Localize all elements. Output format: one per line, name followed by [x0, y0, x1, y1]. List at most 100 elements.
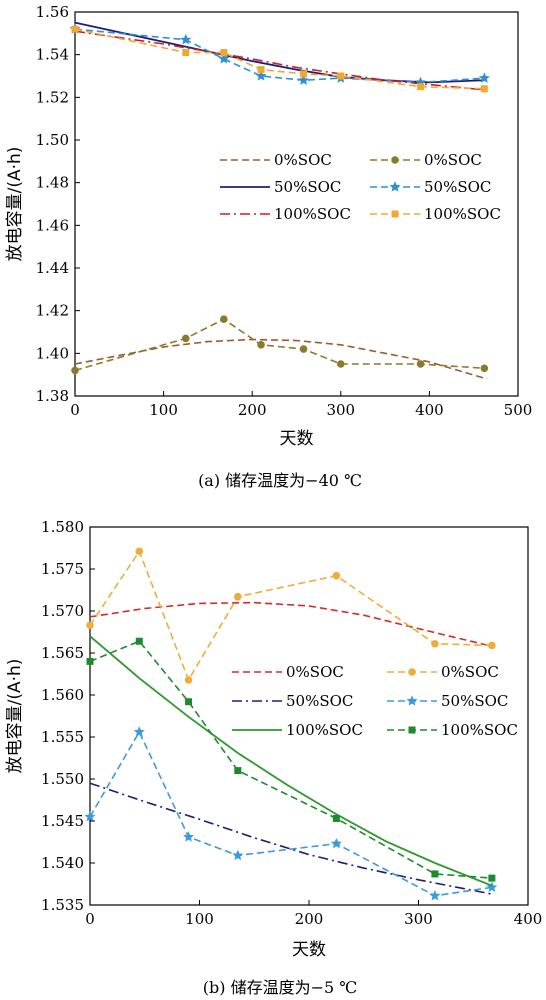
- data-point: [332, 571, 341, 580]
- y-tick-label: 1.535: [41, 896, 84, 914]
- data-point: [478, 72, 490, 83]
- series-group-b: [84, 547, 498, 901]
- legend-marker: [391, 156, 399, 164]
- data-point: [220, 49, 228, 57]
- y-tick-label: 1.570: [41, 602, 84, 620]
- legend-label: 100%SOC: [286, 721, 363, 739]
- data-point: [298, 74, 310, 85]
- data-point: [257, 341, 265, 349]
- caption-a: (a) 储存温度为−40 ℃: [198, 471, 362, 490]
- data-point: [429, 889, 441, 901]
- data-point: [300, 70, 308, 78]
- legend-marker: [406, 695, 418, 706]
- data-point: [180, 33, 192, 45]
- data-point: [220, 315, 228, 324]
- y-tick-label: 1.575: [41, 560, 84, 578]
- series-line-4: [89, 635, 493, 887]
- data-point: [181, 334, 190, 343]
- data-point: [84, 811, 96, 822]
- data-point: [86, 657, 94, 665]
- y-tick-label: 1.550: [41, 770, 84, 788]
- data-point: [133, 726, 145, 737]
- y-tick-label: 1.42: [36, 302, 69, 320]
- data-point: [332, 814, 340, 822]
- x-tick-label: 200: [238, 401, 267, 419]
- legend-a: 0%SOC 0%SOC 50%SOC 50%SOC 100%SOC 100%SOC: [220, 151, 501, 223]
- y-tick-label: 1.560: [41, 686, 84, 704]
- data-point: [257, 66, 265, 74]
- data-point: [182, 49, 190, 57]
- y-axis-label-b: 放电容量/(A·h): [5, 659, 25, 774]
- y-tick-label: 1.54: [36, 46, 69, 64]
- data-point: [234, 592, 242, 601]
- legend-b: 0%SOC 0%SOC 50%SOC 50%SOC 100%SOC 100%SOC: [232, 663, 518, 739]
- panel-b: 0%SOC 0%SOC 50%SOC 50%SOC 100%SOC 100%SOC 0 10…: [5, 518, 542, 997]
- x-tick-label: 400: [514, 910, 543, 928]
- legend-label: 50%SOC: [286, 692, 353, 710]
- data-point: [431, 639, 439, 648]
- data-point: [337, 72, 345, 80]
- data-point: [330, 837, 342, 849]
- caption-b: (b) 储存温度为−5 ℃: [203, 978, 357, 997]
- y-tick-label: 1.565: [41, 644, 84, 662]
- x-axis-label-a: 天数: [280, 429, 314, 449]
- panel-a: 0%SOC 0%SOC 50%SOC 50%SOC 100%SOC 100%SOC 0 10…: [5, 3, 532, 490]
- legend-label: 50%SOC: [274, 178, 341, 196]
- y-tick-label: 1.38: [36, 387, 69, 405]
- data-point: [480, 85, 488, 93]
- y-tick-label: 1.40: [36, 344, 69, 362]
- series-line-0: [74, 338, 488, 380]
- y-tick-label: 1.44: [36, 259, 69, 277]
- series-line-4: [74, 30, 485, 91]
- data-point: [135, 637, 143, 645]
- data-point: [135, 547, 144, 556]
- data-point: [417, 83, 425, 91]
- series-line-1: [89, 549, 492, 682]
- data-point: [71, 25, 79, 33]
- x-tick-label: 0: [70, 401, 80, 419]
- data-point: [486, 881, 498, 893]
- legend-label: 100%SOC: [441, 721, 518, 739]
- legend-label: 50%SOC: [441, 692, 508, 710]
- x-tick-label: 300: [326, 401, 355, 419]
- y-tick-label: 1.555: [41, 728, 84, 746]
- data-point: [255, 70, 267, 81]
- y-tick-label: 1.46: [36, 216, 69, 234]
- data-point: [71, 366, 79, 375]
- data-point: [184, 676, 193, 684]
- legend-label: 100%SOC: [274, 205, 351, 223]
- x-tick-label: 100: [185, 910, 214, 928]
- series-line-0: [89, 601, 493, 648]
- legend-label: 50%SOC: [424, 178, 491, 196]
- y-axis-label-a: 放电容量/(A·h): [5, 147, 25, 262]
- x-tick-label: 400: [415, 401, 444, 419]
- data-point: [488, 874, 496, 882]
- legend-marker: [408, 668, 416, 676]
- plot-area-a: [74, 11, 519, 397]
- y-tick-label: 1.50: [36, 131, 69, 149]
- data-point: [218, 53, 230, 64]
- series-line-5: [74, 28, 485, 90]
- legend-marker: [389, 181, 401, 192]
- y-tick-label: 1.580: [41, 518, 84, 536]
- data-point: [416, 360, 425, 368]
- x-tick-label: 0: [85, 910, 95, 928]
- x-tick-label: 300: [404, 910, 433, 928]
- data-point: [86, 621, 94, 630]
- y-tick-label: 1.48: [36, 174, 69, 192]
- data-point: [185, 698, 193, 706]
- legend-label: 0%SOC: [286, 663, 344, 681]
- data-point: [299, 345, 308, 353]
- series-line-1: [74, 318, 485, 372]
- series-line-3: [74, 28, 485, 84]
- data-point: [183, 831, 195, 842]
- data-point: [480, 364, 489, 373]
- x-tick-label: 200: [295, 910, 324, 928]
- data-point: [431, 870, 439, 878]
- data-point: [488, 641, 496, 650]
- y-tick-label: 1.56: [36, 3, 69, 21]
- series-line-2: [89, 782, 493, 895]
- legend-label: 0%SOC: [441, 663, 499, 681]
- x-axis-label-b: 天数: [292, 940, 326, 960]
